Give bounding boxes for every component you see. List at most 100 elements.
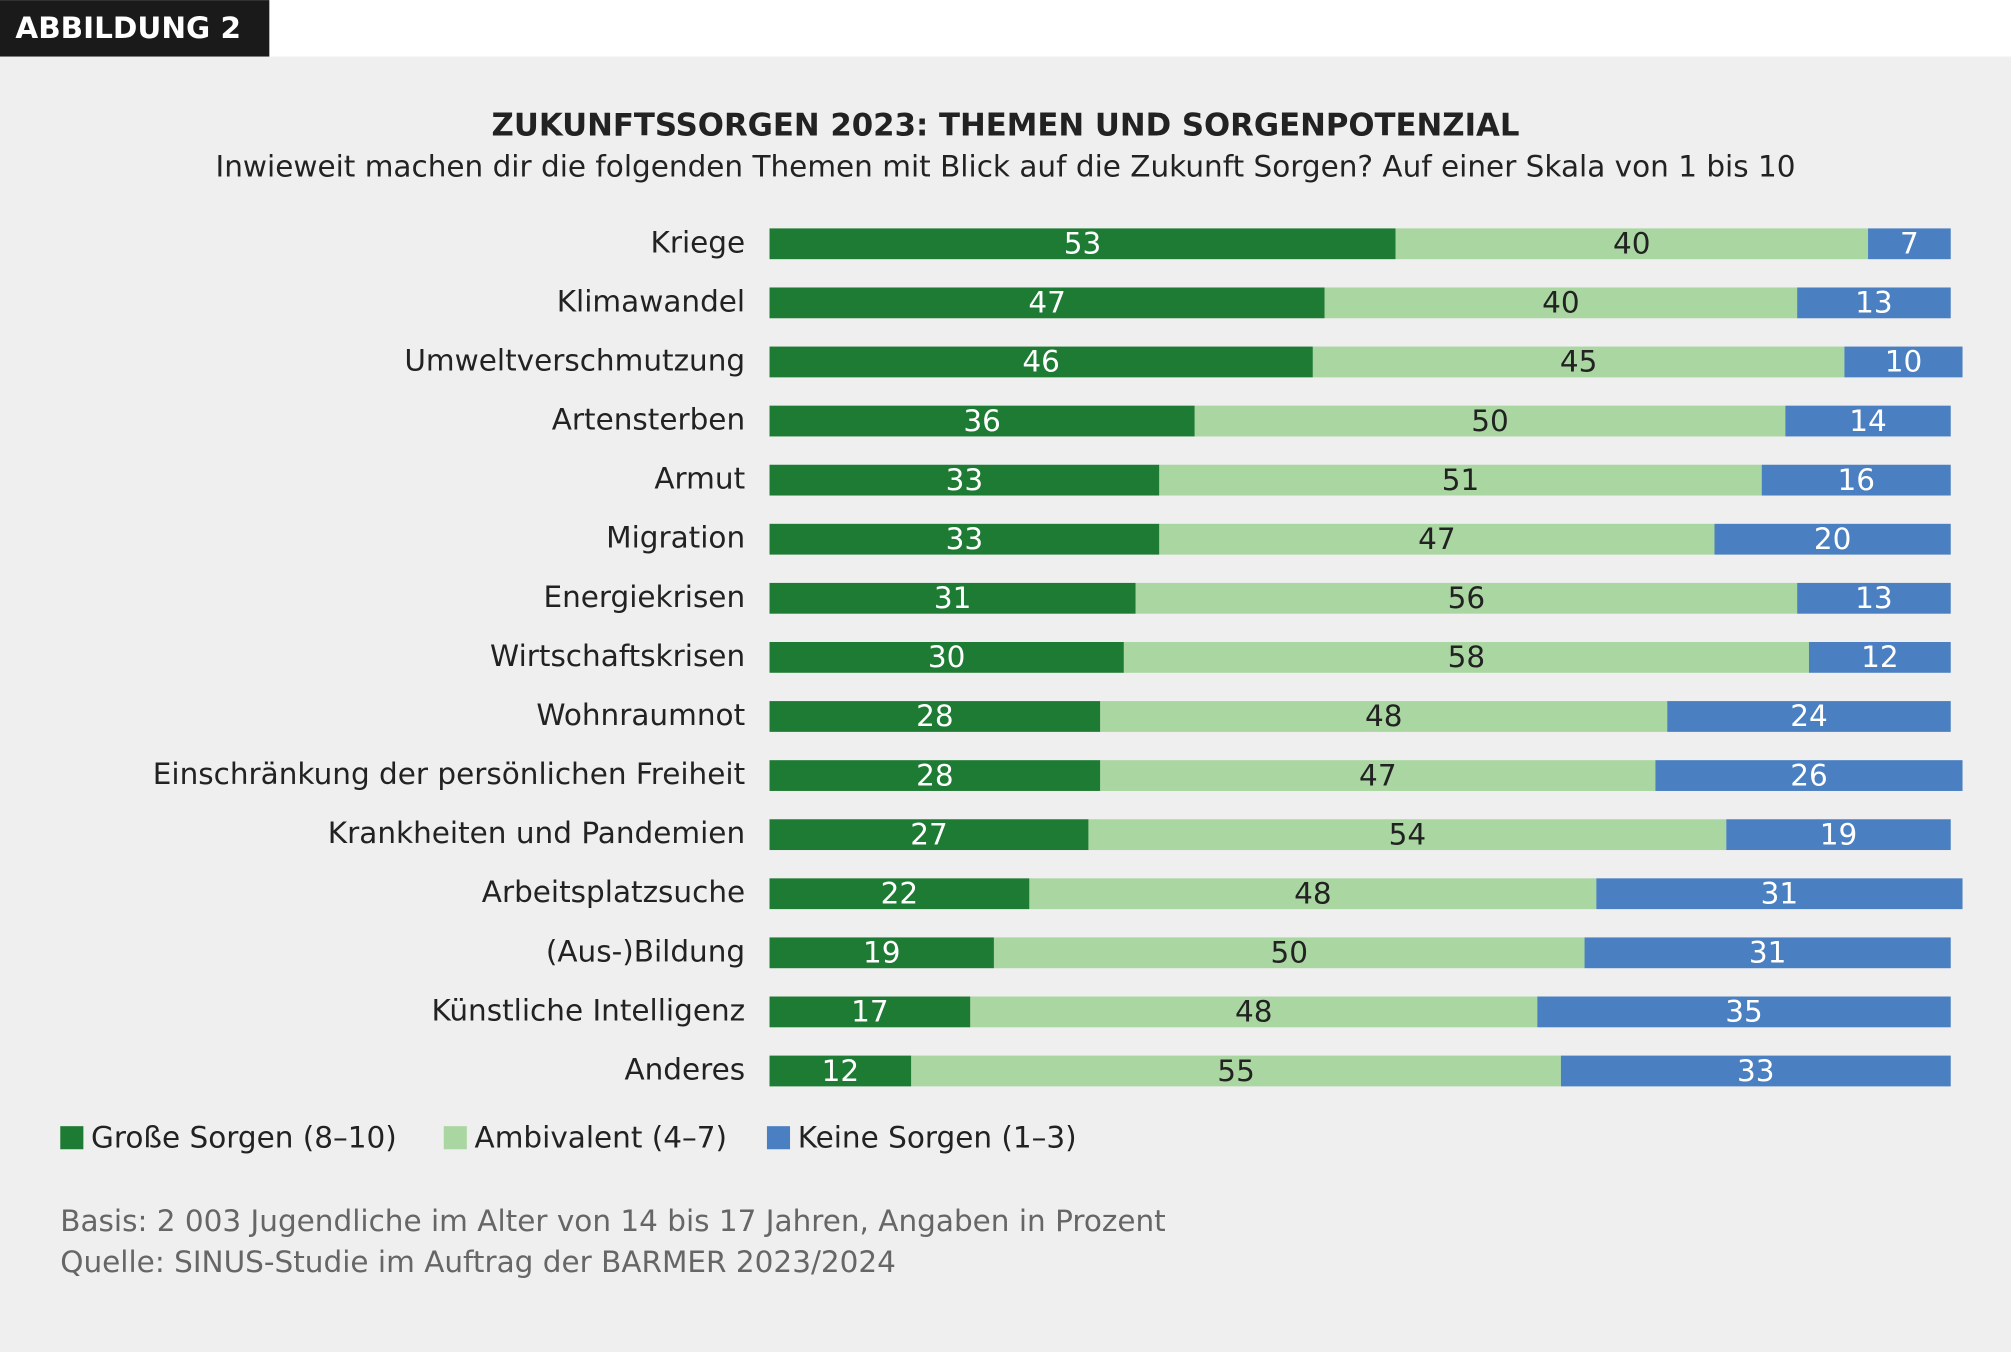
value-label: 47 — [1418, 522, 1456, 556]
bar-segment — [1029, 878, 1597, 910]
category-label: Armut — [654, 462, 745, 496]
category-label: Arbeitsplatzsuche — [482, 875, 745, 909]
bar-segment — [1868, 228, 1951, 260]
bar-segment — [1100, 701, 1668, 732]
value-label: 13 — [1855, 581, 1893, 615]
value-label: 12 — [1861, 640, 1899, 674]
bar-segment — [769, 642, 1124, 673]
legend-swatch — [60, 1126, 84, 1150]
chart-title: ZUKUNFTSSORGEN 2023: THEMEN UND SORGENPO… — [492, 108, 1520, 144]
value-label: 16 — [1837, 463, 1875, 497]
bar-segment — [1135, 582, 1798, 614]
bar-segment — [1667, 701, 1951, 732]
bar-segment — [1537, 996, 1951, 1028]
value-label: 22 — [881, 877, 919, 911]
bar-segment — [1123, 642, 1809, 673]
bar-segment — [1560, 1055, 1951, 1087]
bar-segment — [1584, 937, 1951, 969]
value-label: 12 — [822, 1054, 860, 1088]
figure-label-box — [0, 0, 270, 57]
value-label: 31 — [934, 581, 972, 615]
value-label: 14 — [1849, 404, 1887, 438]
bar-segment — [1312, 346, 1845, 378]
value-label: 13 — [1855, 286, 1893, 320]
value-label: 50 — [1270, 936, 1308, 970]
bar-segment — [1808, 642, 1951, 673]
value-label: 45 — [1560, 345, 1598, 379]
value-label: 28 — [916, 758, 954, 792]
chart-subtitle: Inwieweit machen dir die folgenden Theme… — [215, 150, 1795, 184]
value-label: 35 — [1725, 995, 1763, 1029]
value-label: 48 — [1365, 699, 1403, 733]
value-label: 36 — [963, 404, 1001, 438]
value-label: 19 — [1820, 817, 1858, 851]
bar-segment — [1194, 405, 1786, 437]
category-label: Anderes — [624, 1052, 745, 1086]
category-label: Umweltverschmutzung — [404, 343, 745, 377]
bar-segment — [1797, 582, 1951, 614]
value-label: 58 — [1448, 640, 1486, 674]
value-label: 33 — [946, 463, 984, 497]
category-label: Künstliche Intelligenz — [432, 993, 746, 1027]
category-label: Artensterben — [552, 403, 745, 437]
bar-segment — [769, 701, 1101, 732]
category-label: Klimawandel — [557, 284, 745, 318]
bar-segment — [1100, 760, 1656, 791]
value-label: 7 — [1900, 227, 1919, 261]
value-label: 33 — [1737, 1054, 1775, 1088]
bar-segment — [769, 937, 994, 969]
bar-segment — [769, 228, 1396, 260]
category-label: Energiekrisen — [543, 580, 745, 614]
bar-segment — [769, 346, 1313, 378]
value-label: 47 — [1359, 758, 1397, 792]
value-label: 10 — [1885, 345, 1923, 379]
value-label: 48 — [1294, 877, 1332, 911]
value-label: 20 — [1814, 522, 1852, 556]
legend-swatch — [766, 1126, 791, 1150]
value-label: 54 — [1389, 817, 1427, 851]
bar-segment — [1761, 464, 1951, 496]
value-label: 46 — [1022, 345, 1060, 379]
category-label: Krankheiten und Pandemien — [328, 816, 745, 850]
value-label: 50 — [1471, 404, 1509, 438]
bar-segment — [911, 1055, 1561, 1087]
bar-segment — [1797, 287, 1951, 319]
legend-label: Keine Sorgen (1–3) — [798, 1120, 1077, 1154]
bar-segment — [769, 760, 1101, 791]
value-label: 19 — [863, 936, 901, 970]
value-label: 24 — [1790, 699, 1828, 733]
bar-segment — [769, 464, 1160, 496]
value-label: 17 — [851, 995, 889, 1029]
bar-segment — [970, 996, 1538, 1028]
figure-label: ABBILDUNG 2 — [15, 11, 241, 45]
source: Quelle: SINUS-Studie im Auftrag der BARM… — [60, 1245, 896, 1279]
category-label: Migration — [606, 521, 745, 555]
bar-segment — [1714, 523, 1951, 555]
category-label: Einschränkung der persönlichen Freiheit — [153, 757, 745, 791]
bar-segment — [769, 287, 1325, 319]
bar-segment — [993, 937, 1585, 969]
value-label: 40 — [1542, 286, 1580, 320]
bar-segment — [1324, 287, 1798, 319]
bar-segment — [1785, 405, 1951, 437]
legend-swatch — [443, 1126, 467, 1150]
bar-segment — [769, 819, 1089, 851]
value-label: 26 — [1790, 758, 1828, 792]
category-label: Wirtschaftskrisen — [490, 639, 745, 673]
value-label: 53 — [1064, 227, 1102, 261]
bar-segment — [769, 878, 1030, 910]
bar-segment — [769, 996, 971, 1028]
legend-label: Ambivalent (4–7) — [475, 1120, 728, 1154]
category-label: Kriege — [650, 225, 745, 259]
value-label: 55 — [1217, 1054, 1255, 1088]
bar-segment — [769, 582, 1136, 614]
bar-segment — [769, 405, 1195, 437]
value-label: 51 — [1442, 463, 1480, 497]
bar-segment — [1159, 464, 1762, 496]
bar-segment — [1655, 760, 1963, 791]
value-label: 31 — [1761, 877, 1799, 911]
value-label: 56 — [1448, 581, 1486, 615]
value-label: 40 — [1613, 227, 1651, 261]
